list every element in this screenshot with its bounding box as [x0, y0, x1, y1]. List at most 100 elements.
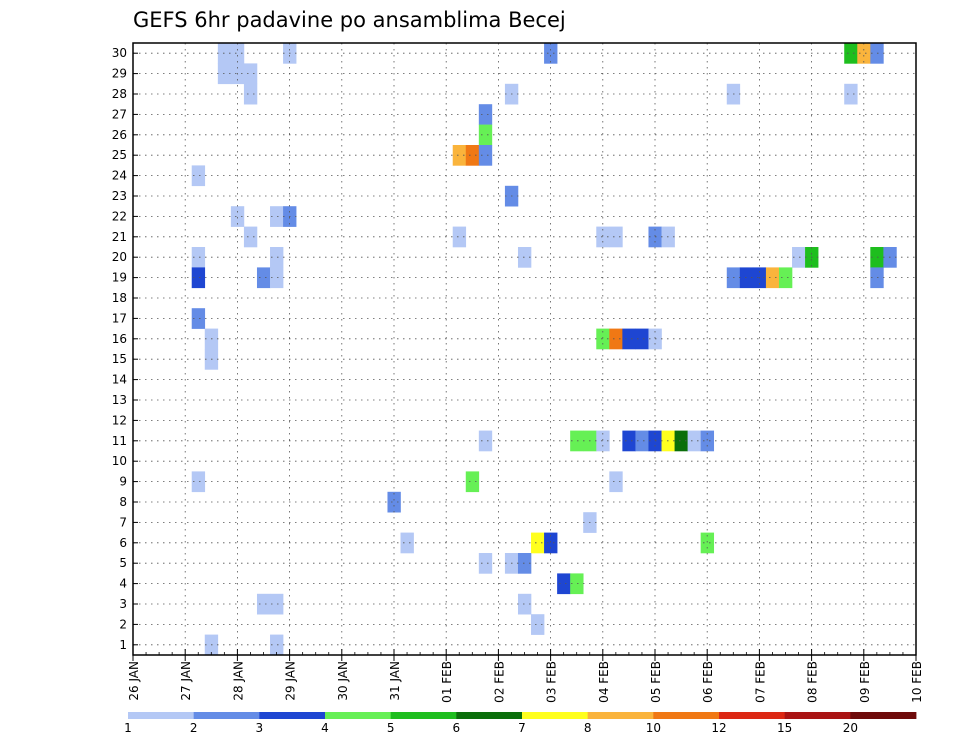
- y-tick-label: 27: [112, 107, 127, 121]
- heatmap-cell: [478, 553, 493, 574]
- color-legend: 1 2 3 4 5 6 7 8 10 12 15 20: [124, 712, 917, 735]
- y-tick-label: 18: [112, 291, 127, 305]
- heatmap-cell: [570, 573, 584, 595]
- legend-swatch: [653, 712, 720, 719]
- heatmap-cell: [400, 532, 414, 554]
- heatmap-cell: [387, 491, 401, 513]
- heatmap-cell: [778, 267, 793, 289]
- legend-label: 6: [453, 721, 461, 735]
- x-tick-label: 06 FEB: [701, 661, 715, 703]
- y-tick-label: 28: [112, 87, 127, 101]
- x-tick-label: 02 FEB: [492, 661, 506, 703]
- heatmap-cell: [191, 165, 206, 187]
- heatmap-cell: [243, 83, 258, 105]
- heatmap-cell: [452, 226, 467, 248]
- legend-swatch: [128, 712, 195, 719]
- heatmap-cell: [622, 430, 636, 452]
- legend-swatch: [850, 712, 917, 719]
- x-tick-label: 08 FEB: [806, 661, 820, 703]
- y-tick-label: 24: [112, 169, 127, 183]
- legend-swatch: [522, 712, 589, 719]
- x-tick-label: 10 FEB: [910, 661, 924, 703]
- x-tick-label: 09 FEB: [858, 661, 872, 703]
- y-tick-label: 7: [119, 515, 127, 529]
- heatmap-cell: [270, 267, 284, 289]
- heatmap-cell: [792, 247, 806, 268]
- y-tick-label: 11: [112, 434, 127, 448]
- heatmap-cell: [596, 226, 610, 248]
- heatmap-cells: [191, 43, 897, 656]
- heatmap-cell: [230, 206, 245, 227]
- x-axis: 26 JAN 27 JAN 28 JAN 29 JAN 30 JAN 31 JAN 01 F…: [127, 649, 924, 703]
- x-tick-label: 26 JAN: [127, 661, 141, 701]
- y-tick-label: 5: [119, 556, 127, 570]
- x-tick-label: 05 FEB: [649, 661, 663, 703]
- heatmap-cell: [478, 430, 493, 452]
- heatmap-cell: [765, 267, 780, 289]
- legend-label: 8: [584, 721, 592, 735]
- heatmap-cell: [700, 532, 715, 554]
- heatmap-cell: [544, 43, 558, 64]
- y-tick-label: 3: [119, 597, 127, 611]
- heatmap-cell: [256, 593, 271, 615]
- heatmap-cell: [674, 430, 688, 452]
- heatmap-cell: [465, 145, 480, 166]
- y-tick-label: 9: [119, 475, 127, 489]
- heatmap-cell: [452, 145, 467, 166]
- x-tick-label: 29 JAN: [284, 661, 298, 701]
- y-tick-label: 12: [112, 413, 127, 427]
- y-tick-label: 17: [112, 311, 127, 325]
- y-tick-label: 13: [112, 393, 127, 407]
- y-tick-label: 21: [112, 230, 127, 244]
- heatmap-cell: [270, 634, 284, 656]
- heatmap-cell: [517, 553, 532, 574]
- heatmap-cell: [570, 430, 584, 452]
- legend-swatch: [719, 712, 786, 719]
- heatmap-cell: [465, 471, 480, 493]
- y-axis: 1234567891011121314151617181920212223242…: [112, 46, 138, 652]
- legend-swatch: [325, 712, 392, 719]
- legend-swatch: [259, 712, 326, 719]
- x-tick-label: 28 JAN: [231, 661, 245, 701]
- x-tick-label: 04 FEB: [597, 661, 611, 703]
- heatmap-cell: [609, 328, 623, 350]
- legend-swatch: [587, 712, 654, 719]
- legend-swatch: [784, 712, 851, 719]
- y-tick-label: 15: [112, 352, 127, 366]
- y-tick-label: 19: [112, 271, 127, 285]
- gridlines: [133, 43, 916, 655]
- heatmap-cell: [230, 43, 245, 64]
- y-tick-label: 25: [112, 148, 127, 162]
- legend-label: 15: [777, 721, 792, 735]
- heatmap-cell: [270, 247, 284, 268]
- heatmap-cell: [635, 430, 649, 452]
- heatmap-cell: [857, 43, 871, 64]
- heatmap-cell: [609, 226, 623, 248]
- legend-label: 2: [190, 721, 198, 735]
- heatmap-cell: [844, 43, 858, 64]
- heatmap-cell: [609, 471, 623, 493]
- heatmap-cell: [596, 430, 610, 452]
- heatmap-cell: [700, 430, 715, 452]
- heatmap-cell: [596, 328, 610, 350]
- heatmap-cell: [531, 614, 545, 635]
- legend-label: 10: [646, 721, 661, 735]
- legend-label: 4: [321, 721, 329, 735]
- y-tick-label: 8: [119, 495, 127, 509]
- heatmap-cell: [478, 124, 493, 146]
- legend-swatch: [390, 712, 457, 719]
- legend-label: 20: [843, 721, 858, 735]
- y-tick-label: 29: [112, 67, 127, 81]
- x-tick-label: 03 FEB: [545, 661, 559, 703]
- x-tick-label: 30 JAN: [336, 661, 350, 701]
- heatmap-cell: [191, 471, 206, 493]
- y-tick-label: 22: [112, 209, 127, 223]
- heatmap-cell: [191, 267, 206, 289]
- legend-label: 1: [124, 721, 132, 735]
- heatmap-cell: [256, 267, 271, 289]
- y-tick-label: 16: [112, 332, 127, 346]
- chart-title: GEFS 6hr padavine po ansamblima Becej: [133, 8, 566, 32]
- y-tick-label: 2: [119, 617, 127, 631]
- heatmap-cell: [191, 247, 206, 268]
